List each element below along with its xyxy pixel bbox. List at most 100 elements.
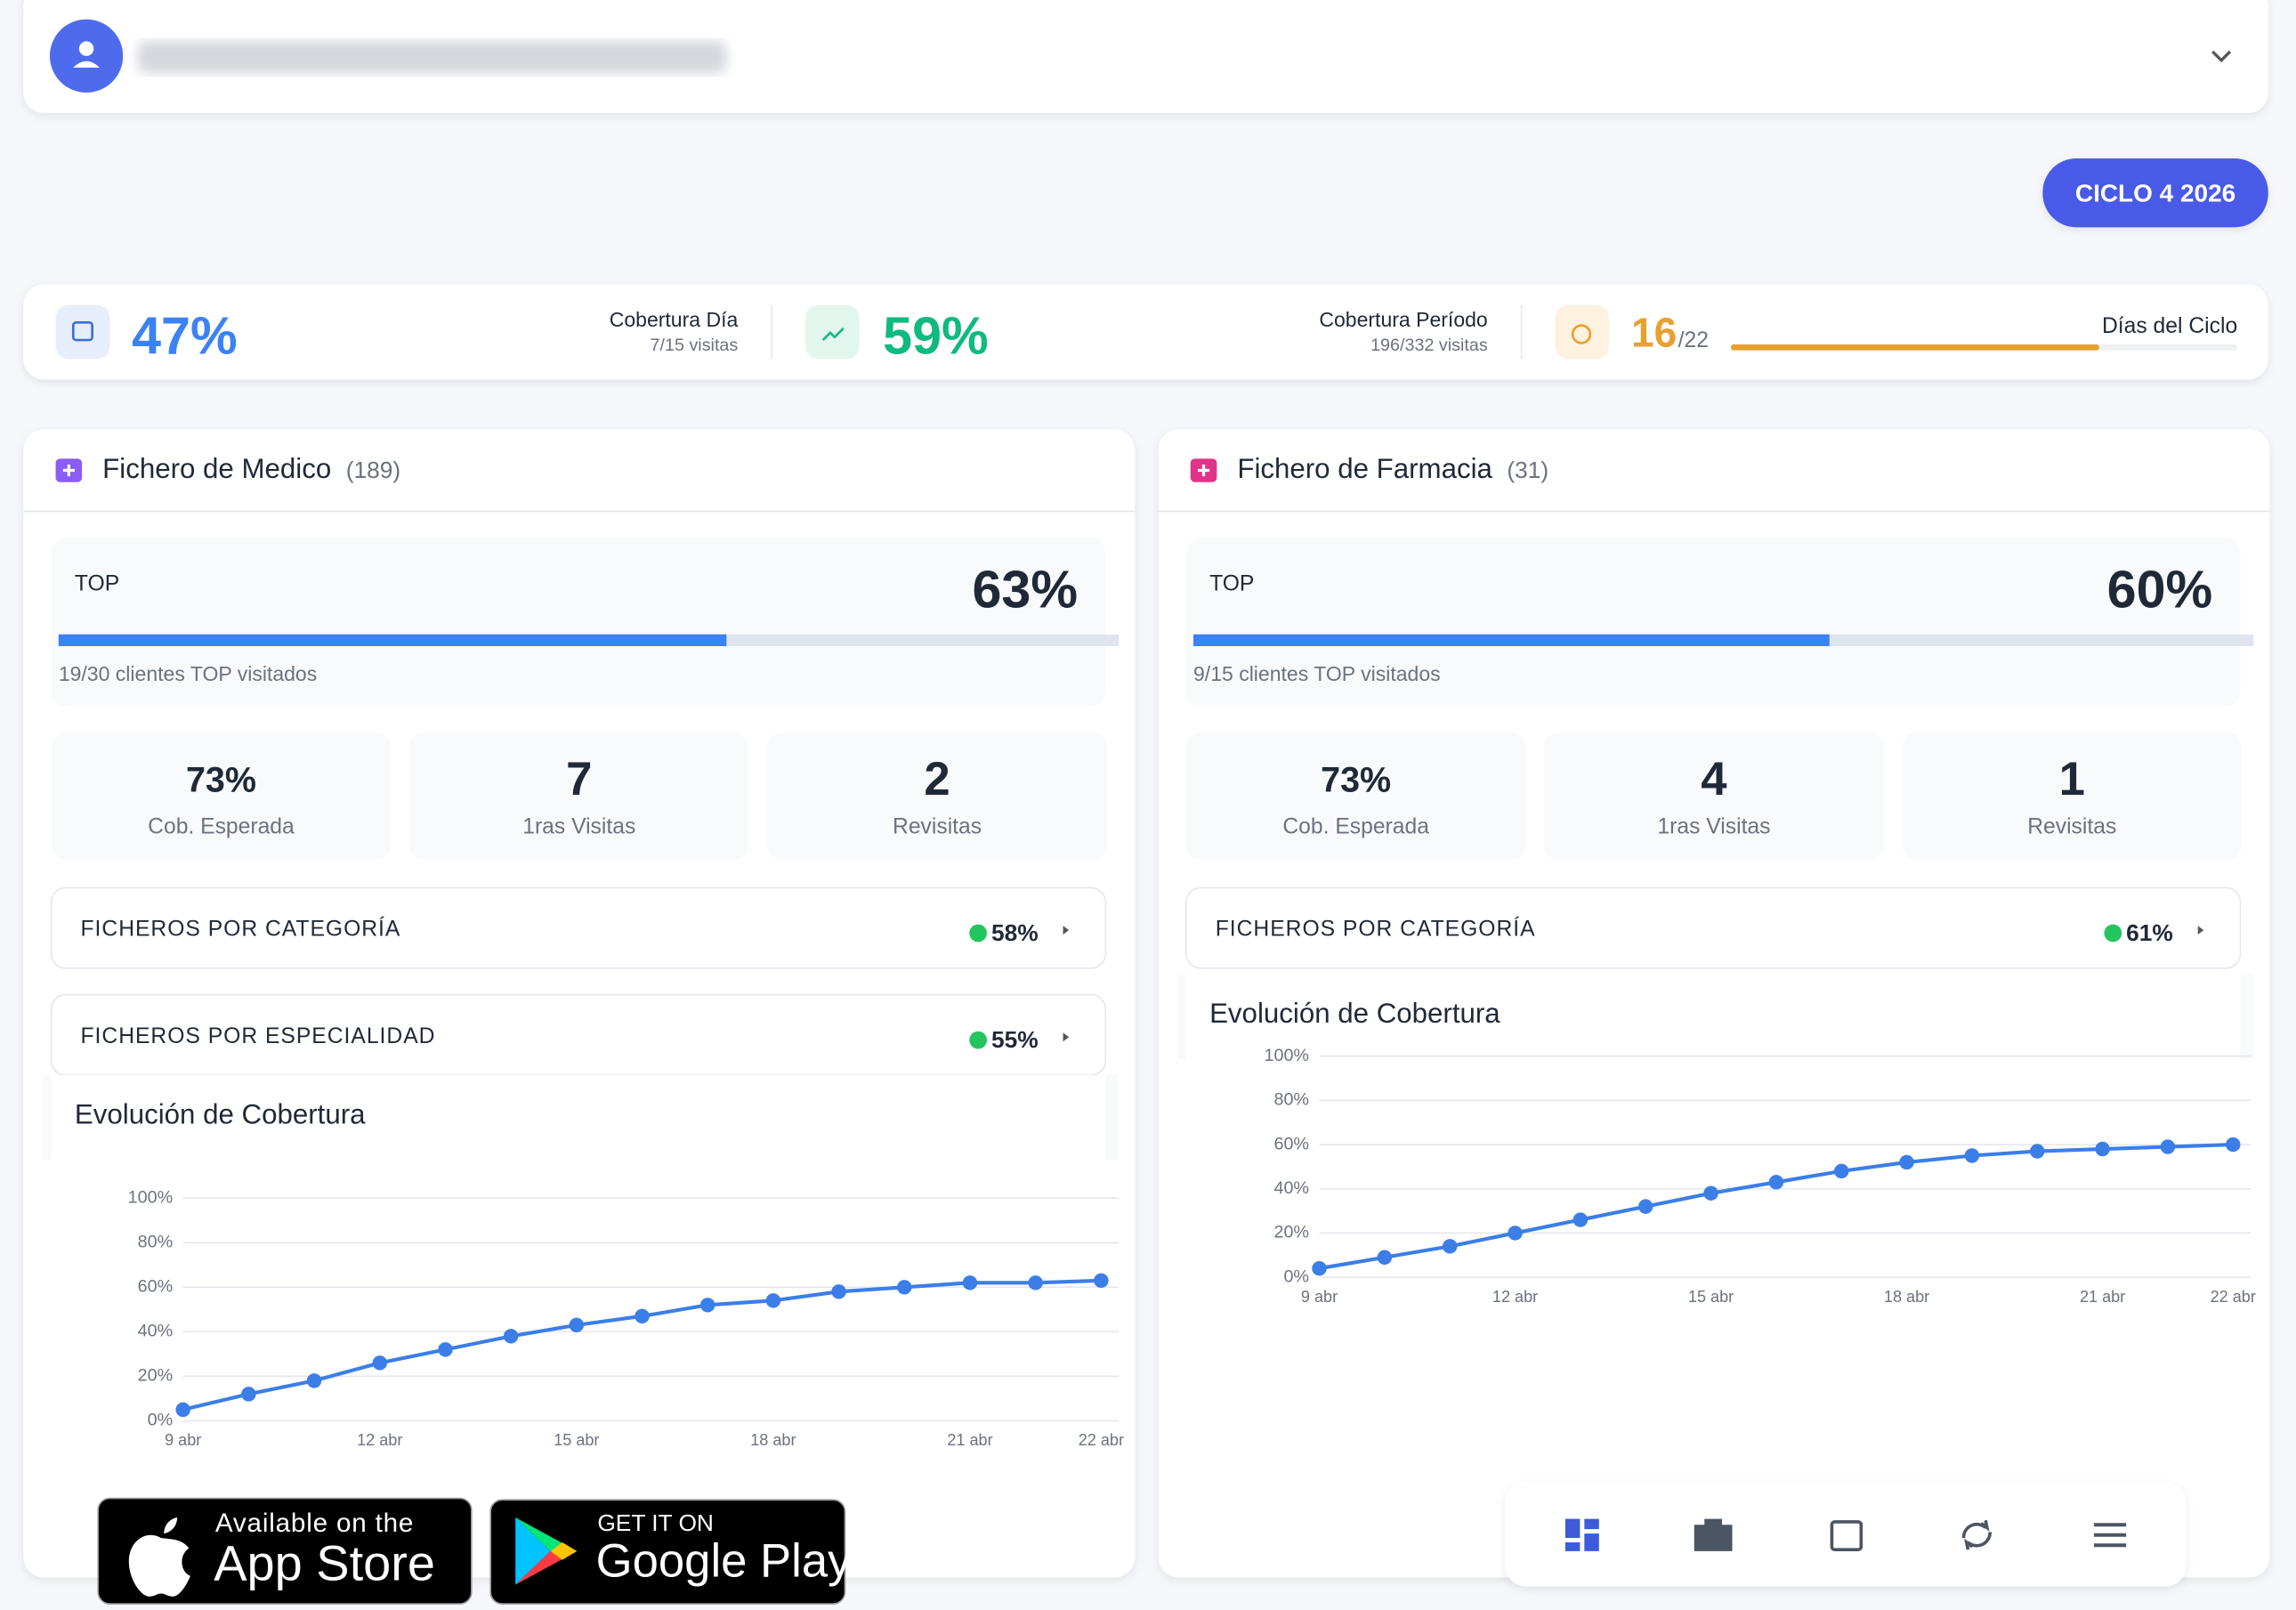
metric-value: 1 xyxy=(2059,753,2085,805)
metric-label: Cob. Esperada xyxy=(1282,815,1429,839)
coverage-point xyxy=(831,1284,846,1299)
coverage-point xyxy=(962,1275,978,1290)
app-store-badge[interactable] xyxy=(97,1497,473,1605)
stats-card xyxy=(23,284,2268,380)
status-dot xyxy=(2104,924,2122,943)
coverage-point xyxy=(1442,1239,1458,1254)
user-name-blurred xyxy=(137,41,727,74)
coverage-point xyxy=(1768,1175,1784,1190)
metric-box xyxy=(767,732,1107,861)
badge-big: Google Play xyxy=(596,1535,852,1588)
play-triangle-a xyxy=(515,1517,551,1585)
nav-calendar[interactable] xyxy=(1830,1520,1863,1552)
panel-title: Fichero de Medico xyxy=(102,453,331,484)
coverage-point xyxy=(503,1329,519,1344)
section-value: 55% xyxy=(991,1026,1039,1053)
coverage-point xyxy=(2030,1144,2045,1159)
coverage-point xyxy=(1637,1199,1653,1214)
google-play-badge[interactable] xyxy=(489,1499,846,1605)
section-arrow xyxy=(2197,926,2204,935)
coverage-point xyxy=(1094,1273,1109,1289)
trend-icon xyxy=(821,327,845,342)
top-progress xyxy=(1193,634,1830,646)
play-triangle-d xyxy=(550,1541,578,1560)
section-arrow xyxy=(1063,926,1070,935)
chart-title: Evolución de Cobertura xyxy=(1209,998,1500,1029)
coverage-point xyxy=(372,1355,387,1371)
calendar-icon-box xyxy=(55,304,110,360)
metric-value: 73% xyxy=(1321,760,1391,799)
metric-label: Revisitas xyxy=(893,815,982,839)
x-tick-label: 9 abr xyxy=(165,1431,201,1449)
metric-label: Cob. Esperada xyxy=(148,815,295,839)
avatar-body xyxy=(73,61,100,69)
section-label: FICHEROS POR ESPECIALIDAD xyxy=(80,1024,435,1048)
y-tick-label: 40% xyxy=(1273,1178,1309,1198)
coverage-point xyxy=(1899,1154,1914,1170)
coverage-point xyxy=(175,1402,190,1418)
x-tick-label: 9 abr xyxy=(1301,1288,1338,1306)
top-value: 63% xyxy=(972,559,1078,619)
panel-count: (31) xyxy=(1507,457,1548,483)
stat-value: 59% xyxy=(883,306,989,366)
top-progress xyxy=(58,634,727,646)
coverage-point xyxy=(699,1298,715,1313)
metric-box xyxy=(1544,732,1884,861)
cycle-button[interactable] xyxy=(2042,158,2268,228)
status-dot xyxy=(969,924,988,943)
nav-sync[interactable] xyxy=(1961,1519,1992,1550)
top-box xyxy=(1185,538,2241,707)
chart-title: Evolución de Cobertura xyxy=(75,1098,366,1129)
stat-sub: 196/332 visitas xyxy=(1370,336,1488,355)
nav-briefcase[interactable] xyxy=(1694,1518,1733,1551)
top-caption: 9/15 clientes TOP visitados xyxy=(1193,662,1441,685)
y-tick-label: 20% xyxy=(138,1366,174,1386)
section-arrow xyxy=(1063,1032,1070,1042)
nav-menu[interactable] xyxy=(2093,1523,2127,1548)
section-row[interactable] xyxy=(1184,886,2242,969)
dropdown-chevron[interactable] xyxy=(2211,50,2232,63)
stat-label: Cobertura Período xyxy=(1319,308,1487,331)
y-tick-label: 100% xyxy=(1265,1046,1309,1065)
play-triangle-c xyxy=(515,1550,578,1585)
x-tick-label: 21 abr xyxy=(947,1431,992,1449)
metric-label: 1ras Visitas xyxy=(1657,815,1770,839)
y-tick-label: 0% xyxy=(148,1411,174,1430)
x-tick-label: 18 abr xyxy=(750,1431,796,1449)
coverage-point xyxy=(2226,1137,2241,1153)
stat-sub: 7/15 visitas xyxy=(651,336,739,355)
section-row[interactable] xyxy=(50,886,1107,969)
coverage-point xyxy=(765,1293,781,1308)
coverage-point xyxy=(306,1373,322,1388)
cycle-days: 16 xyxy=(1631,309,1677,355)
cycle-label: Días del Ciclo xyxy=(2102,314,2237,338)
coverage-point xyxy=(2095,1141,2110,1157)
coverage-point xyxy=(1508,1226,1523,1241)
coverage-point xyxy=(569,1317,585,1333)
cycle-days-total: /22 xyxy=(1678,328,1709,352)
top-label: TOP xyxy=(75,571,119,595)
y-tick-label: 80% xyxy=(1273,1090,1309,1110)
metric-value: 2 xyxy=(924,753,950,805)
top-value: 60% xyxy=(2107,559,2213,619)
metric-value: 7 xyxy=(566,753,592,805)
cycle-button-label: CICLO 4 2026 xyxy=(2075,180,2235,207)
section-label: FICHEROS POR CATEGORÍA xyxy=(1216,918,1536,942)
badge-small: Available on the xyxy=(215,1509,414,1538)
badge-big: App Store xyxy=(214,1535,435,1591)
nav-dashboard[interactable] xyxy=(1564,1518,1599,1551)
y-tick-label: 80% xyxy=(138,1233,174,1252)
x-tick-label: 12 abr xyxy=(357,1431,402,1449)
metric-box xyxy=(408,732,749,861)
timer-icon-box xyxy=(1555,304,1610,360)
x-tick-label: 12 abr xyxy=(1492,1288,1538,1306)
coverage-point xyxy=(1833,1163,1849,1179)
x-tick-label: 22 abr xyxy=(2211,1288,2256,1306)
section-value: 61% xyxy=(2126,919,2173,946)
x-tick-label: 15 abr xyxy=(554,1431,599,1449)
panel-title: Fichero de Farmacia xyxy=(1237,453,1492,484)
y-tick-label: 20% xyxy=(1273,1223,1309,1242)
x-tick-label: 22 abr xyxy=(1079,1431,1124,1449)
